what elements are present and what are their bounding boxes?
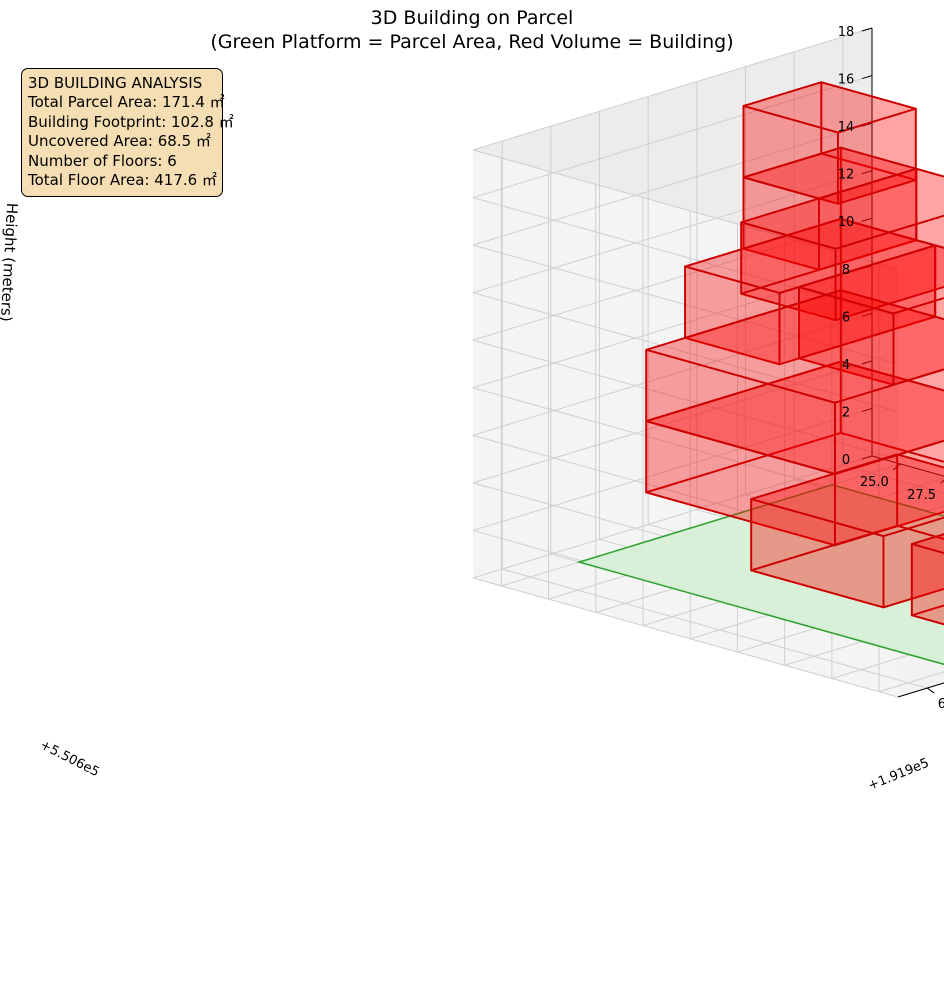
z-tick	[861, 407, 873, 412]
parcel-platform	[576, 484, 944, 666]
building-face	[834, 439, 944, 547]
grid-line-x	[831, 643, 944, 679]
z-tick-label: 2	[842, 405, 850, 420]
grid-line-z	[472, 312, 873, 436]
z-tick	[861, 27, 873, 32]
grid-line-y	[502, 568, 928, 689]
z-tick-label: 18	[838, 25, 855, 40]
y-offset-text: +5.506e5	[37, 738, 101, 781]
building-face	[750, 453, 944, 537]
z-tick	[861, 455, 873, 460]
z-tick-label: 12	[838, 168, 855, 183]
chart-title-line-2: (Green Platform = Parcel Area, Red Volum…	[210, 31, 734, 53]
grid-line-z	[472, 339, 899, 460]
z-tick-label: 0	[842, 453, 850, 468]
grid-line-z	[472, 170, 873, 294]
z-tick-label: 16	[838, 73, 855, 88]
x-axis-line	[871, 455, 944, 477]
x-tick-label: 25.0	[860, 475, 889, 490]
z-axis-label: Height (meters)	[0, 202, 21, 322]
grid-line-z	[472, 265, 873, 389]
y-tick-label: 60.0	[938, 697, 944, 712]
grid-line-x	[784, 616, 944, 666]
z-tick	[861, 312, 873, 317]
z-tick	[861, 122, 873, 127]
building-face	[892, 297, 944, 386]
grid-line-z	[472, 455, 873, 579]
z-tick	[861, 360, 873, 365]
grid-line-z	[472, 197, 899, 318]
grid-line-z	[472, 217, 873, 341]
grid-line-z	[472, 577, 899, 698]
info-number-of-floors: Number of Floors: 6	[28, 151, 177, 170]
analysis-info-box: 3D BUILDING ANALYSIS Total Parcel Area: …	[21, 68, 234, 198]
x-tick	[940, 479, 944, 484]
building-face	[740, 167, 944, 250]
info-total-parcel-area: Total Parcel Area: 171.4 ㎡	[28, 93, 225, 112]
grid-line-z	[472, 360, 873, 484]
z-tick	[861, 170, 873, 175]
x-offset-text: +1.919e5	[866, 756, 931, 794]
z-tick-label: 10	[838, 215, 855, 230]
y-tick	[926, 687, 935, 694]
grid-line-z	[472, 149, 899, 270]
x-tick-label: 27.5	[907, 488, 936, 503]
info-total-floor-area: Total Floor Area: 417.6 ㎡	[28, 171, 217, 190]
building-face	[834, 368, 944, 475]
z-tick	[861, 75, 873, 80]
building-face	[645, 289, 944, 404]
building-face	[834, 214, 944, 322]
building-face	[742, 81, 917, 134]
building-face	[910, 604, 944, 626]
grid-line-z	[472, 122, 873, 246]
z-tick	[861, 217, 873, 222]
grid-line-y	[842, 464, 944, 494]
z-tick	[861, 265, 873, 270]
grid-line-z	[472, 75, 873, 199]
z-tick-label: 6	[842, 310, 850, 325]
z-tick-label: 14	[838, 120, 855, 135]
grid-line-z	[472, 27, 873, 151]
chart-title-line-1: 3D Building on Parcel	[370, 7, 574, 29]
building-face	[910, 533, 944, 554]
grid-line-z	[472, 292, 899, 413]
building-face	[882, 516, 944, 609]
z-tick-label: 4	[842, 358, 850, 373]
info-building-footprint: Building Footprint: 102.8 ㎡	[28, 112, 234, 131]
grid-line-z	[472, 407, 873, 531]
info-uncovered-area: Uncovered Area: 68.5 ㎡	[28, 132, 211, 151]
building-face	[798, 244, 944, 315]
building-face	[910, 543, 944, 626]
info-heading: 3D BUILDING ANALYSIS	[28, 74, 203, 92]
z-tick-label: 8	[842, 263, 850, 278]
